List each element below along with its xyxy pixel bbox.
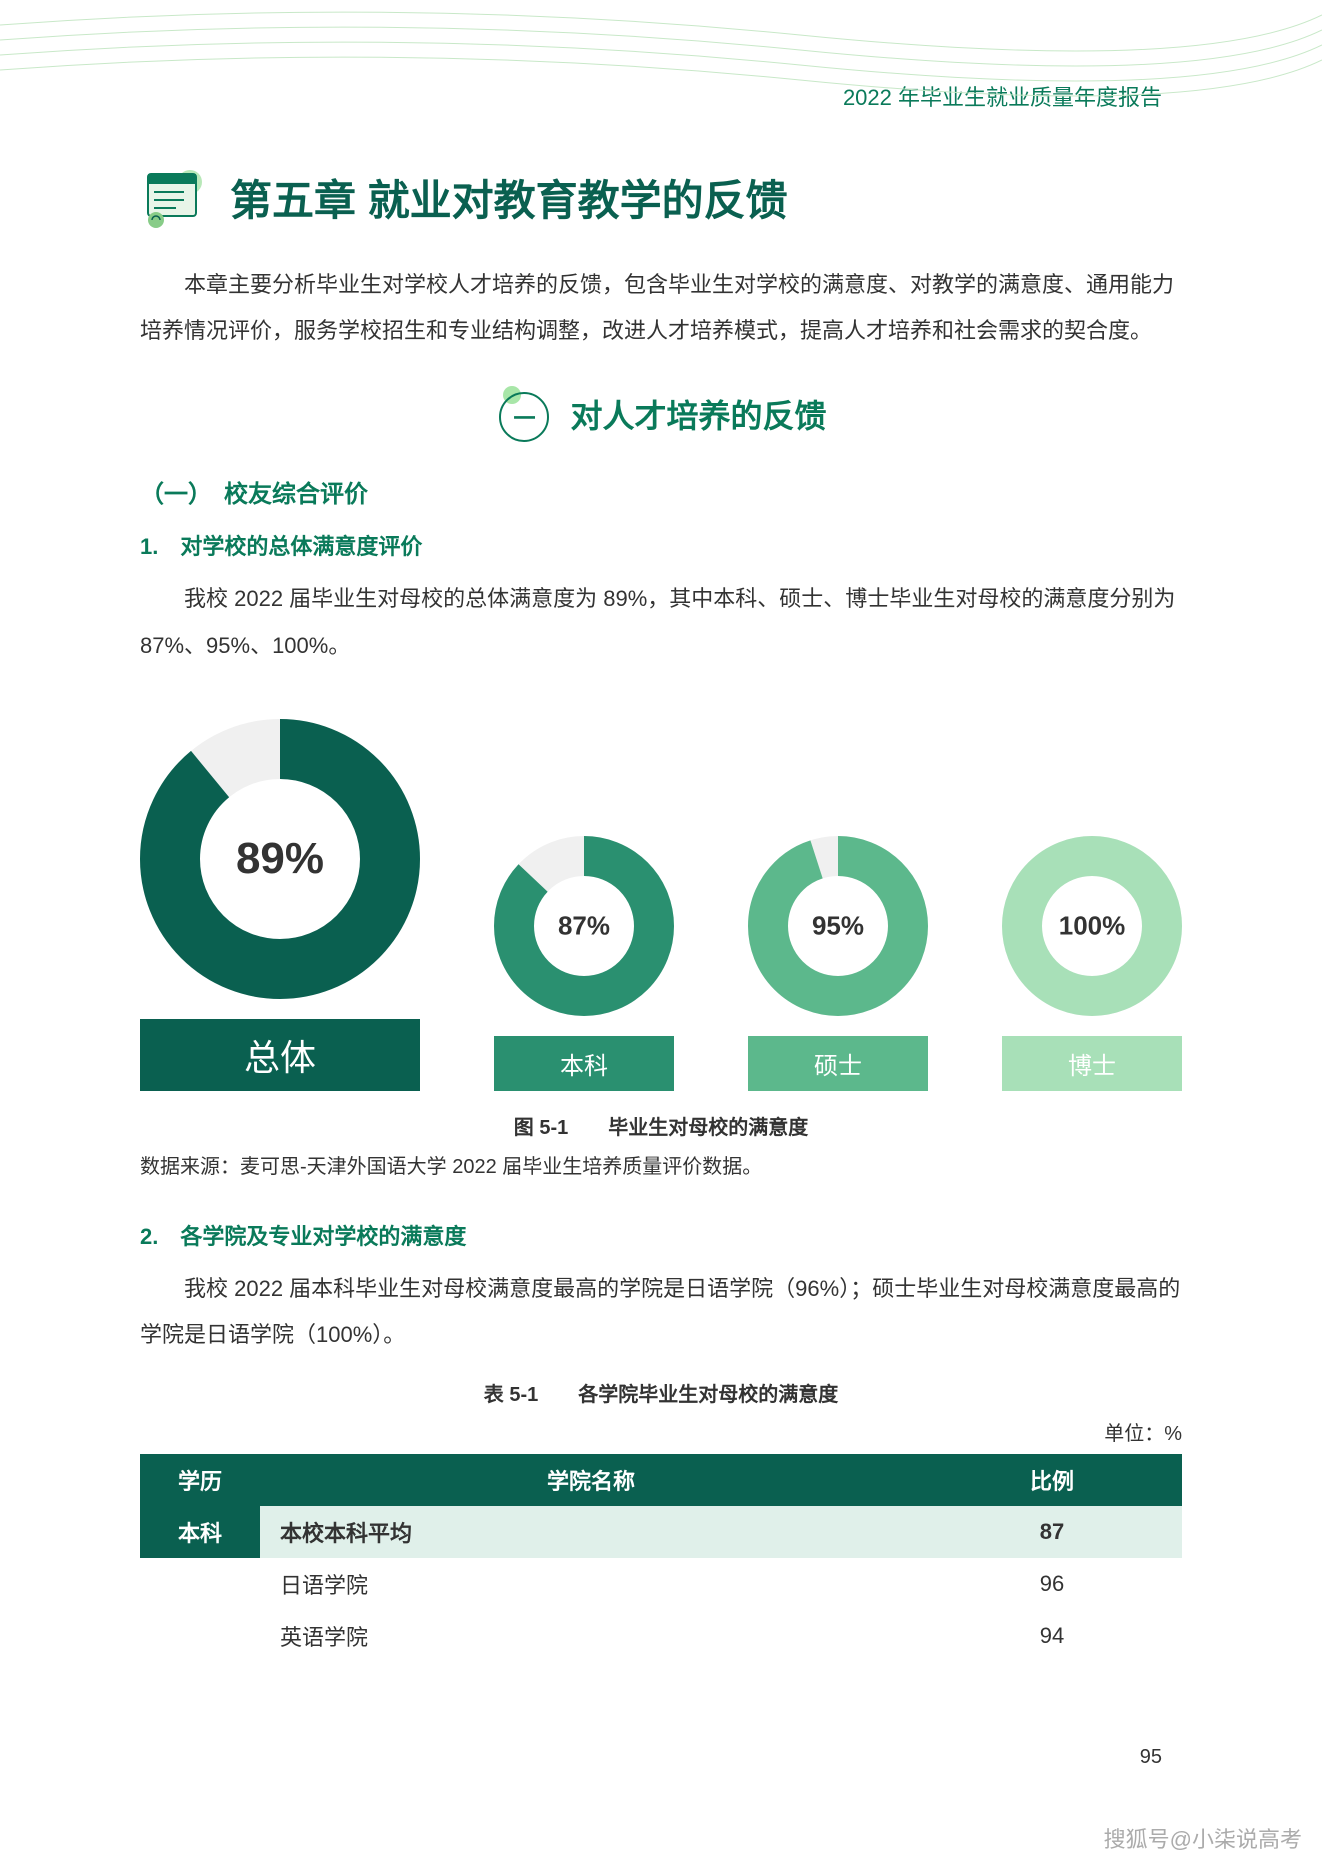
donut-svg-wrap: 95% — [748, 836, 928, 1016]
chapter-icon — [140, 162, 210, 232]
donut-value: 100% — [1059, 910, 1126, 941]
donut-item: 100% 博士 — [1002, 836, 1182, 1091]
table-caption: 表 5-1 各学院毕业生对母校的满意度 — [140, 1378, 1182, 1407]
table-header-cell: 学历 — [140, 1454, 260, 1506]
donut-chart-row: 89% 总体 87% 本科 95% 硕士 100% — [140, 719, 1182, 1091]
table-cell-degree — [140, 1610, 260, 1662]
table-cell-name: 本校本科平均 — [260, 1506, 922, 1558]
donut-item: 89% 总体 — [140, 719, 420, 1091]
donut-item: 95% 硕士 — [748, 836, 928, 1091]
donut-svg-wrap: 89% — [140, 719, 420, 999]
donut-label: 硕士 — [748, 1036, 928, 1091]
table-cell-ratio: 94 — [922, 1610, 1182, 1662]
donut-label: 总体 — [140, 1019, 420, 1091]
data-source: 数据来源：麦可思-天津外国语大学 2022 届毕业生培养质量评价数据。 — [140, 1150, 1182, 1179]
section-number: 一 — [499, 392, 549, 442]
table-row: 英语学院94 — [140, 1610, 1182, 1662]
subsection-label: （一） 校友综合评价 — [140, 474, 1182, 509]
section-header: 一 对人才培养的反馈 — [140, 384, 1182, 444]
section-badge: 一 — [495, 384, 555, 444]
chapter-header: 第五章 就业对教育教学的反馈 — [140, 162, 1182, 232]
donut-value: 95% — [812, 910, 864, 941]
watermark: 搜狐号@小柒说高考 — [1104, 1822, 1302, 1854]
report-header-title: 2022 年毕业生就业质量年度报告 — [0, 0, 1322, 112]
table-cell-name: 英语学院 — [260, 1610, 922, 1662]
table-header-cell: 学院名称 — [260, 1454, 922, 1506]
section-title: 对人才培养的反馈 — [570, 391, 826, 437]
item2-body: 我校 2022 届本科毕业生对母校满意度最高的学院是日语学院（96%）；硕士毕业… — [140, 1266, 1182, 1358]
donut-item: 87% 本科 — [494, 836, 674, 1091]
donut-label: 博士 — [1002, 1036, 1182, 1091]
item2-title: 2. 各学院及专业对学校的满意度 — [140, 1219, 1182, 1251]
table-cell-degree — [140, 1558, 260, 1610]
donut-svg-wrap: 87% — [494, 836, 674, 1016]
table-cell-name: 日语学院 — [260, 1558, 922, 1610]
chapter-title: 第五章 就业对教育教学的反馈 — [230, 167, 788, 228]
satisfaction-table: 学历学院名称比例本科本校本科平均87日语学院96英语学院94 — [140, 1454, 1182, 1662]
donut-value: 89% — [236, 834, 324, 884]
donut-svg-wrap: 100% — [1002, 836, 1182, 1016]
table-cell-degree: 本科 — [140, 1506, 260, 1558]
page-number: 95 — [1140, 1746, 1162, 1769]
item1-title: 1. 对学校的总体满意度评价 — [140, 529, 1182, 561]
table-cell-ratio: 87 — [922, 1506, 1182, 1558]
item1-body: 我校 2022 届毕业生对母校的总体满意度为 89%，其中本科、硕士、博士毕业生… — [140, 576, 1182, 668]
document-page: 2022 年毕业生就业质量年度报告 第五章 就业对教育教学的反馈 本章主要分析毕… — [0, 0, 1322, 1869]
figure-caption: 图 5-1 毕业生对母校的满意度 — [140, 1111, 1182, 1140]
table-header-cell: 比例 — [922, 1454, 1182, 1506]
page-content: 第五章 就业对教育教学的反馈 本章主要分析毕业生对学校人才培养的反馈，包含毕业生… — [0, 112, 1322, 1662]
donut-value: 87% — [558, 910, 610, 941]
table-unit: 单位：% — [140, 1417, 1182, 1446]
chapter-intro: 本章主要分析毕业生对学校人才培养的反馈，包含毕业生对学校的满意度、对教学的满意度… — [140, 262, 1182, 354]
table-row: 本科本校本科平均87 — [140, 1506, 1182, 1558]
donut-label: 本科 — [494, 1036, 674, 1091]
table-row: 日语学院96 — [140, 1558, 1182, 1610]
table-cell-ratio: 96 — [922, 1558, 1182, 1610]
